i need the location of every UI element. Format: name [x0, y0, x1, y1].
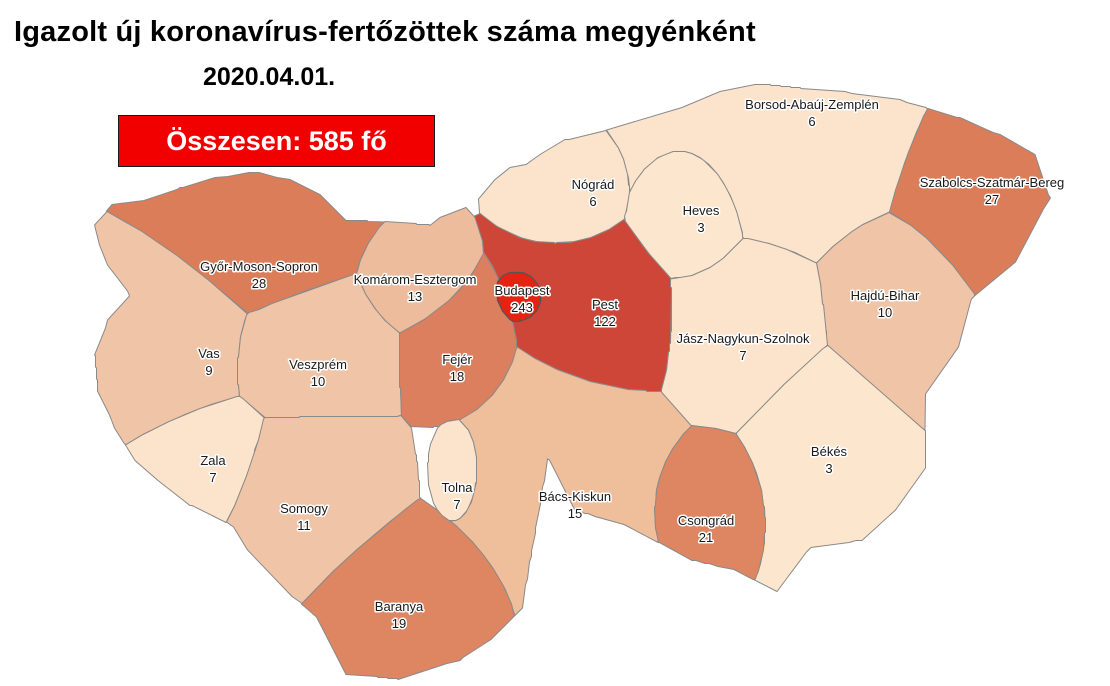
- svg-text:13: 13: [408, 289, 422, 304]
- svg-text:10: 10: [878, 305, 892, 320]
- svg-text:Fejér: Fejér: [442, 352, 472, 367]
- svg-text:Pest: Pest: [592, 297, 618, 312]
- svg-text:3: 3: [697, 220, 704, 235]
- svg-text:Jász-Nagykun-Szolnok: Jász-Nagykun-Szolnok: [677, 331, 810, 346]
- svg-text:Szabolcs-Szatmár-Bereg: Szabolcs-Szatmár-Bereg: [920, 175, 1065, 190]
- svg-text:Borsod-Abaúj-Zemplén: Borsod-Abaúj-Zemplén: [745, 97, 879, 112]
- svg-text:11: 11: [297, 518, 311, 533]
- svg-text:Baranya: Baranya: [375, 599, 424, 614]
- svg-text:15: 15: [568, 506, 582, 521]
- svg-text:Veszprém: Veszprém: [289, 357, 347, 372]
- svg-text:Budapest: Budapest: [495, 283, 550, 298]
- svg-text:7: 7: [209, 470, 216, 485]
- svg-text:Zala: Zala: [200, 453, 226, 468]
- svg-text:Bács-Kiskun: Bács-Kiskun: [539, 489, 611, 504]
- svg-text:21: 21: [699, 530, 713, 545]
- svg-text:Békés: Békés: [811, 444, 848, 459]
- svg-text:243: 243: [511, 300, 533, 315]
- svg-text:27: 27: [985, 192, 999, 207]
- svg-text:Vas: Vas: [198, 346, 220, 361]
- svg-text:7: 7: [453, 497, 460, 512]
- svg-text:6: 6: [808, 114, 815, 129]
- svg-text:Csongrád: Csongrád: [678, 513, 734, 528]
- svg-text:6: 6: [589, 194, 596, 209]
- svg-text:3: 3: [825, 461, 832, 476]
- svg-text:Nógrád: Nógrád: [572, 177, 615, 192]
- svg-text:9: 9: [205, 363, 212, 378]
- svg-text:Heves: Heves: [683, 203, 720, 218]
- svg-text:Tolna: Tolna: [441, 480, 473, 495]
- svg-text:Győr-Moson-Sopron: Győr-Moson-Sopron: [200, 259, 318, 274]
- svg-text:Hajdú-Bihar: Hajdú-Bihar: [851, 288, 920, 303]
- svg-text:19: 19: [392, 616, 406, 631]
- svg-text:Somogy: Somogy: [280, 501, 328, 516]
- svg-text:28: 28: [252, 276, 266, 291]
- svg-text:7: 7: [739, 348, 746, 363]
- svg-text:10: 10: [311, 374, 325, 389]
- svg-text:Komárom-Esztergom: Komárom-Esztergom: [354, 272, 477, 287]
- svg-text:122: 122: [594, 314, 616, 329]
- svg-text:18: 18: [450, 369, 464, 384]
